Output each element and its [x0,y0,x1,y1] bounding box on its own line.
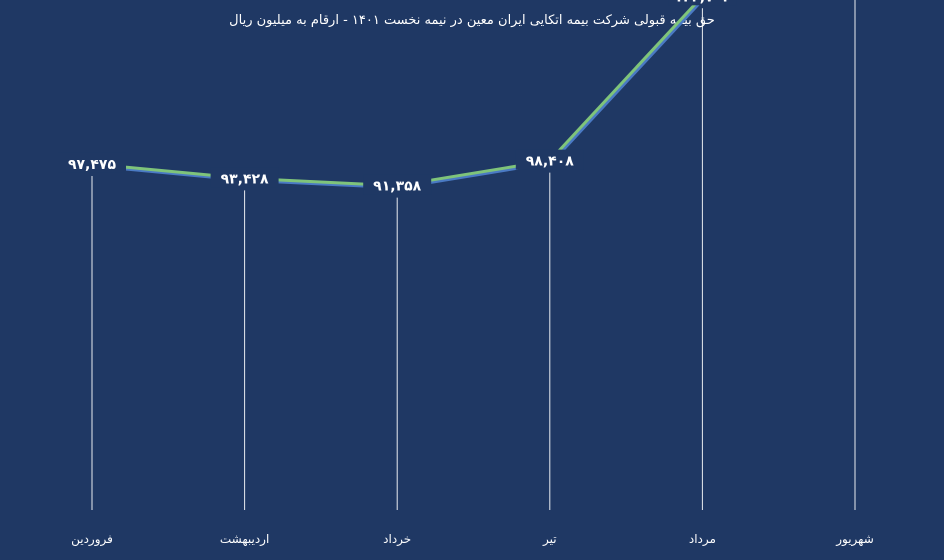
value-label-bg [58,152,126,173]
series-line-shadow [93,0,705,190]
value-label: ۱۴۴,۷۰۴ [674,0,731,5]
x-axis-labels: فروردین اردیبهشت خرداد تیر مرداد شهریور [71,532,874,547]
x-tick-label: مرداد [689,532,716,547]
value-label: ۹۷,۴۷۵ [68,157,116,173]
value-label-bg [363,174,432,195]
x-tick-label: تیر [542,532,557,547]
x-tick-label: فروردین [71,532,113,547]
value-label: ۹۸,۴۰۸ [526,154,574,170]
value-label: ۹۱,۳۵۸ [373,179,421,195]
series-line [91,0,705,190]
x-tick-label: خرداد [383,532,411,547]
value-label-bg [668,0,737,6]
x-tick-label: شهریور [835,532,874,547]
value-label-bg [515,149,584,170]
drop-lines [91,0,856,510]
value-label-bg [210,167,279,188]
value-label: ۹۳,۴۲۸ [221,171,269,187]
chart-title: حق بیمه قبولی شرکت بیمه اتکایی ایران معی… [229,13,715,28]
x-tick-label: اردیبهشت [220,532,269,547]
